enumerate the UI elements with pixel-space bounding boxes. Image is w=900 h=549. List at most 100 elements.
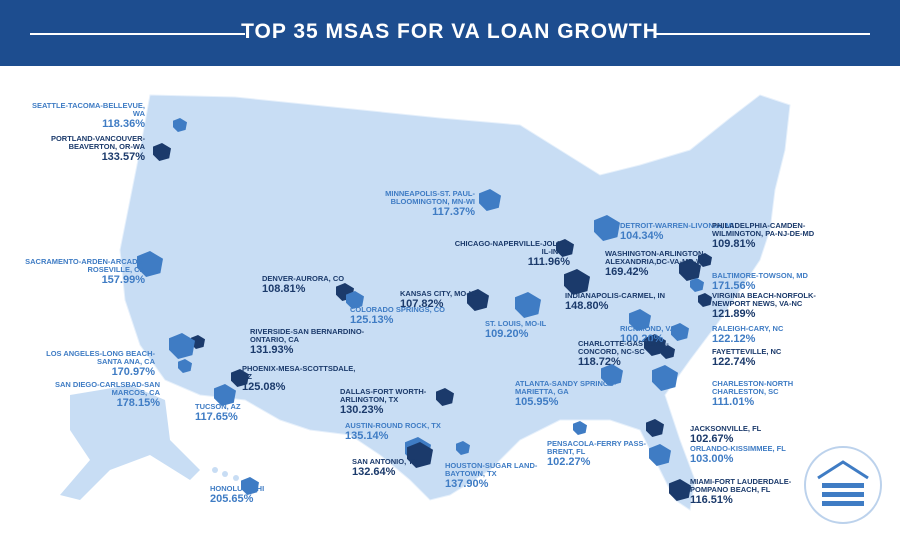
- msa-growth: 133.57%: [101, 150, 145, 163]
- msa-region: [629, 309, 651, 331]
- msa-name: COLORADO SPRINGS, CO: [350, 305, 446, 314]
- msa-label: JACKSONVILLE, FL 102.67%: [690, 425, 815, 445]
- msa-region: [698, 253, 712, 267]
- msa-name: AUSTIN-ROUND ROCK, TX: [345, 421, 441, 430]
- logo: [804, 446, 882, 524]
- msa-name: RICHMOND, VA: [620, 324, 676, 333]
- msa-label: ORLANDO-KISSIMMEE, FL 103.00%: [690, 445, 815, 465]
- msa-name: SEATTLE-TACOMA-BELLEVUE, WA: [31, 101, 145, 118]
- msa-label: PHILADELPHIA-CAMDEN-WILMINGTON, PA-NJ-DE…: [712, 222, 837, 250]
- msa-growth: 171.56%: [712, 279, 756, 292]
- msa-region: [644, 334, 666, 356]
- msa-label: DETROIT-WARREN-LIVONIA, MI 104.34%: [620, 222, 745, 242]
- msa-region: [456, 441, 470, 455]
- msa-growth: 111.96%: [527, 255, 570, 268]
- msa-label: HOUSTON-SUGAR LAND-BAYTOWN, TX 137.90%: [445, 462, 570, 490]
- msa-region: [594, 215, 620, 241]
- msa-region: [649, 444, 671, 466]
- msa-region: [556, 239, 574, 257]
- msa-name: LOS ANGELES-LONG BEACH-SANTA ANA, CA: [46, 349, 155, 366]
- msa-growth: 170.97%: [111, 365, 155, 378]
- msa-growth: 135.14%: [345, 429, 389, 442]
- msa-label: RICHMOND, VA 100.20%: [620, 325, 745, 345]
- msa-name: RIVERSIDE-SAN BERNARDINO-ONTARIO, CA: [250, 327, 365, 344]
- msa-name: SAN ANTONIO, TX: [352, 457, 418, 466]
- msa-name: ORLANDO-KISSIMMEE, FL: [690, 444, 786, 453]
- msa-name: TUCSON, AZ: [195, 402, 241, 411]
- msa-label: COLORADO SPRINGS, CO 125.13%: [350, 306, 475, 326]
- msa-label: DENVER-AURORA, CO 108.81%: [262, 275, 387, 295]
- msa-name: ST. LOUIS, MO-IL: [485, 319, 547, 328]
- msa-region: [407, 442, 433, 468]
- msa-growth: 157.99%: [101, 273, 145, 286]
- msa-region: [679, 259, 701, 281]
- msa-region: [479, 189, 501, 211]
- msa-label: ST. LOUIS, MO-IL 109.20%: [485, 320, 610, 340]
- msa-region: [601, 364, 623, 386]
- msa-label: RALEIGH-CARY, NC 122.12%: [712, 325, 837, 345]
- msa-growth: 102.67%: [690, 432, 734, 445]
- msa-name: BALTIMORE-TOWSON, MD: [712, 271, 808, 280]
- msa-name: DALLAS-FORT WORTH-ARLINGTON, TX: [340, 387, 427, 404]
- msa-name: PENSACOLA-FERRY PASS-BRENT, FL: [547, 439, 647, 456]
- msa-region: [173, 118, 187, 132]
- msa-growth: 118.72%: [578, 355, 621, 368]
- msa-label: SACRAMENTO-ARDEN-ARCADE-ROSEVILLE, CA 157…: [20, 258, 145, 286]
- msa-label: ATLANTA-SANDY SPRINGS-MARIETTA, GA 105.95…: [515, 380, 640, 408]
- msa-label: PHOENIX-MESA-SCOTTSDALE, AZ 125.08%: [242, 365, 367, 393]
- alaska: [60, 385, 200, 500]
- msa-growth: 109.20%: [485, 327, 529, 340]
- msa-growth: 100.20%: [620, 332, 664, 345]
- msa-label: FAYETTEVILLE, NC 122.74%: [712, 348, 837, 368]
- msa-name: FAYETTEVILLE, NC: [712, 347, 782, 356]
- msa-growth: 117.65%: [195, 410, 238, 423]
- msa-label: CHICAGO-NAPERVILLE-JOLIET, IL-IN-WI 111.9…: [445, 240, 570, 268]
- msa-growth: 148.80%: [565, 299, 609, 312]
- msa-name: CHICAGO-NAPERVILLE-JOLIET, IL-IN-WI: [454, 239, 570, 256]
- msa-name: SAN DIEGO-CARLSBAD-SAN MARCOS, CA: [55, 380, 160, 397]
- header: TOP 35 MSAS FOR VA LOAN GROWTH: [0, 0, 900, 66]
- msa-label: INDIANAPOLIS-CARMEL, IN 148.80%: [565, 292, 690, 312]
- msa-growth: 125.08%: [242, 380, 286, 393]
- msa-growth: 117.37%: [432, 205, 475, 218]
- msa-name: KANSAS CITY, MO-KS: [400, 289, 480, 298]
- msa-label: CHARLESTON-NORTH CHARLESTON, SC 111.01%: [712, 380, 837, 408]
- msa-region: [690, 278, 704, 292]
- msa-name: DENVER-AURORA, CO: [262, 274, 345, 283]
- msa-growth: 104.34%: [620, 229, 664, 242]
- msa-label: VIRGINIA BEACH-NORFOLK-NEWPORT NEWS, VA-…: [712, 292, 837, 320]
- msa-label: DALLAS-FORT WORTH-ARLINGTON, TX 130.23%: [340, 388, 465, 416]
- msa-label: AUSTIN-ROUND ROCK, TX 135.14%: [345, 422, 470, 442]
- msa-region: [241, 477, 259, 495]
- msa-growth: 111.01%: [712, 395, 755, 408]
- msa-region: [515, 292, 541, 318]
- msa-region: [669, 479, 691, 501]
- msa-region: [214, 384, 236, 406]
- msa-region: [564, 269, 590, 295]
- msa-name: DETROIT-WARREN-LIVONIA, MI: [620, 221, 734, 230]
- msa-name: PHOENIX-MESA-SCOTTSDALE, AZ: [242, 364, 356, 381]
- msa-name: CHARLESTON-NORTH CHARLESTON, SC: [712, 379, 794, 396]
- msa-growth: 103.00%: [690, 452, 734, 465]
- msa-growth: 169.42%: [605, 265, 649, 278]
- msa-growth: 102.27%: [547, 455, 591, 468]
- msa-region: [573, 421, 587, 435]
- msa-label: WASHINGTON-ARLINGTON-ALEXANDRIA,DC-VA-MD…: [605, 250, 730, 278]
- msa-growth: 205.65%: [210, 492, 254, 505]
- rule: [655, 33, 870, 35]
- msa-region: [153, 143, 171, 161]
- msa-region: [346, 291, 364, 309]
- msa-region: [137, 251, 163, 277]
- msa-name: VIRGINIA BEACH-NORFOLK-NEWPORT NEWS, VA-…: [712, 291, 816, 308]
- msa-label: TUCSON, AZ 117.65%: [195, 403, 320, 423]
- msa-growth: 107.82%: [400, 297, 444, 310]
- msa-name: ATLANTA-SANDY SPRINGS-MARIETTA, GA: [515, 379, 617, 396]
- msa-label: PENSACOLA-FERRY PASS-BRENT, FL 102.27%: [547, 440, 672, 468]
- msa-growth: 125.13%: [350, 313, 394, 326]
- msa-growth: 105.95%: [515, 395, 559, 408]
- msa-label: LOS ANGELES-LONG BEACH-SANTA ANA, CA 170.…: [30, 350, 155, 378]
- msa-region: [661, 345, 675, 359]
- msa-name: HOUSTON-SUGAR LAND-BAYTOWN, TX: [445, 461, 538, 478]
- msa-growth: 178.15%: [116, 396, 160, 409]
